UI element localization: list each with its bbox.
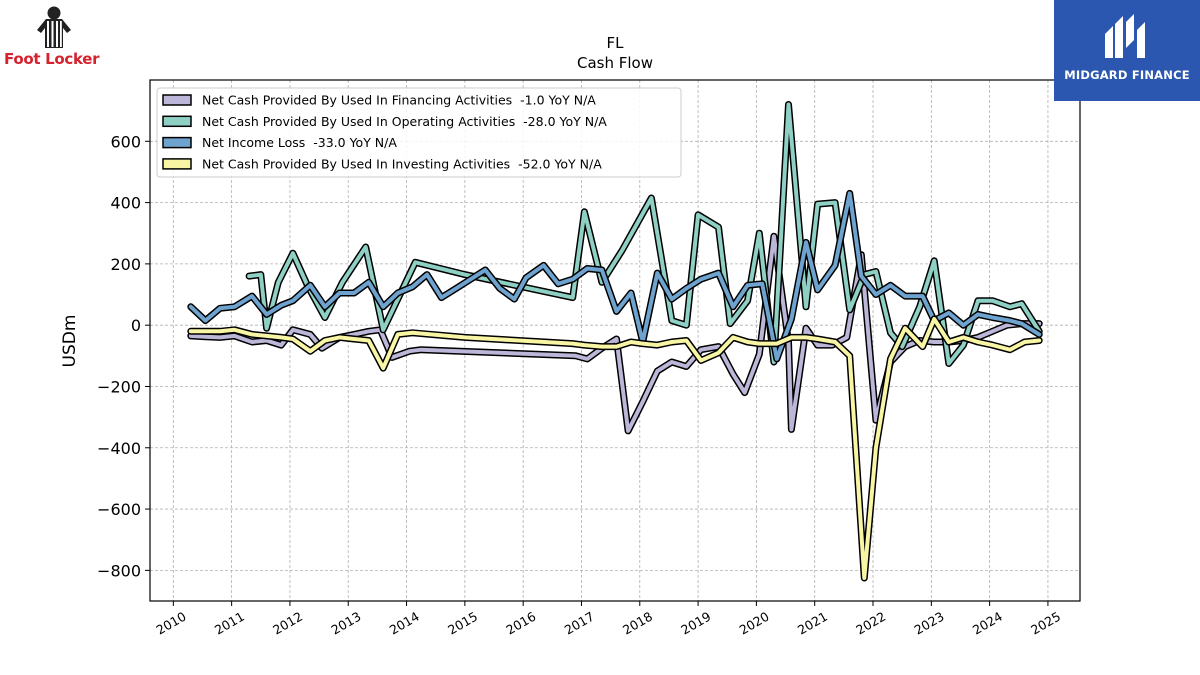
x-tick-label: 2011 xyxy=(212,609,247,638)
grid-lines xyxy=(150,80,1080,601)
series-line-4 xyxy=(188,317,1042,580)
legend: Net Cash Provided By Used In Financing A… xyxy=(156,87,682,178)
series-outline-4 xyxy=(187,315,1043,582)
x-tick-label: 2017 xyxy=(562,609,597,638)
legend-label-2: Net Cash Provided By Used In Operating A… xyxy=(202,114,607,129)
x-tick-label: 2021 xyxy=(795,609,830,638)
x-tick-label: 2025 xyxy=(1028,609,1063,638)
midgard-m-icon xyxy=(1105,14,1145,58)
x-tick-label: 2014 xyxy=(387,609,422,638)
midgard-finance-logo: MIDGARD FINANCE xyxy=(1054,0,1200,101)
referee-mascot-icon xyxy=(37,6,71,48)
series-lines xyxy=(187,101,1043,582)
x-tick-label: 2015 xyxy=(445,609,480,638)
chart-title: FL xyxy=(607,34,625,52)
midgard-finance-wordmark: MIDGARD FINANCE xyxy=(1064,68,1190,82)
x-tick-label: 2013 xyxy=(328,609,363,638)
x-tick-label: 2016 xyxy=(503,609,538,638)
legend-swatch-3 xyxy=(162,136,192,149)
y-tick-label: 200 xyxy=(110,255,141,274)
series-line-3 xyxy=(188,191,1042,361)
x-tick-label: 2020 xyxy=(737,609,772,638)
legend-swatch-1 xyxy=(162,94,192,106)
y-axis-ticks: −800 −600 −400 −200 0 200 400 600 xyxy=(97,132,150,580)
legend-swatch-4 xyxy=(162,158,192,170)
legend-box xyxy=(156,87,682,178)
x-tick-label: 2019 xyxy=(678,609,713,638)
x-tick-label: 2018 xyxy=(620,609,655,638)
y-tick-label: 400 xyxy=(110,194,141,213)
x-tick-label: 2010 xyxy=(154,609,189,638)
series-line-2 xyxy=(247,102,1042,366)
y-tick-label: −800 xyxy=(97,561,141,580)
plot-area-frame xyxy=(149,79,1081,602)
y-axis-label: USDm xyxy=(60,315,80,368)
x-axis-ticks: 2010 2011 2012 2013 2014 2015 2016 2017 2018 2019… xyxy=(154,601,1063,638)
chart-subtitle: Cash Flow xyxy=(577,54,653,72)
legend-label-3: Net Income Loss -33.0 YoY N/A xyxy=(202,135,397,150)
legend-swatch-2 xyxy=(162,115,192,128)
y-tick-label: 600 xyxy=(110,132,141,151)
legend-label-1: Net Cash Provided By Used In Financing A… xyxy=(202,93,596,108)
x-tick-label: 2023 xyxy=(912,609,947,638)
foot-locker-wordmark: Foot Locker xyxy=(4,50,100,68)
x-tick-label: 2024 xyxy=(970,609,1005,638)
y-tick-label: −400 xyxy=(97,439,141,458)
y-tick-label: −600 xyxy=(97,500,141,519)
y-tick-label: 0 xyxy=(131,316,141,335)
foot-locker-logo: Foot Locker xyxy=(0,0,115,75)
x-tick-label: 2012 xyxy=(270,609,305,638)
x-tick-label: 2022 xyxy=(853,609,888,638)
y-tick-label: −200 xyxy=(97,377,141,396)
legend-label-4: Net Cash Provided By Used In Investing A… xyxy=(202,156,602,171)
